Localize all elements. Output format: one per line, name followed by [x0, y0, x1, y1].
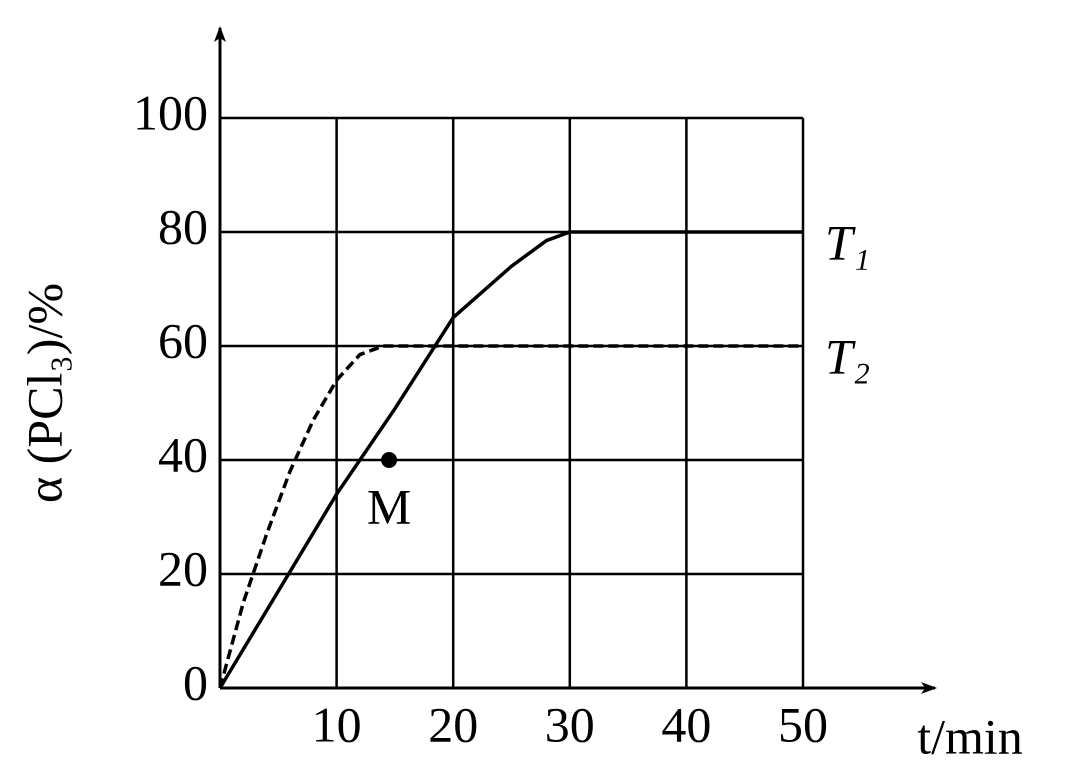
point-label: M	[367, 478, 411, 534]
x-tick-label: 30	[545, 696, 595, 752]
x-tick-label: 20	[428, 696, 478, 752]
series-label: T₁	[825, 214, 870, 270]
series-line	[218, 344, 803, 689]
y-tick-label: 20	[158, 540, 208, 596]
x-tick-label: 50	[778, 696, 828, 752]
x-tick-label: 10	[312, 696, 362, 752]
series-label: T₂	[825, 328, 870, 384]
series-line	[218, 230, 803, 689]
y-tick-label: 60	[158, 312, 208, 368]
x-tick-label: 40	[661, 696, 711, 752]
y-tick-label: 100	[133, 84, 208, 140]
y-axis-label: α (PCl₃)/%	[16, 283, 72, 503]
y-tick-label: 40	[158, 426, 208, 482]
y-tick-label: 0	[183, 654, 208, 710]
x-axis-label: t/min	[917, 708, 1023, 764]
point	[381, 452, 398, 468]
y-tick-label: 80	[158, 198, 208, 254]
